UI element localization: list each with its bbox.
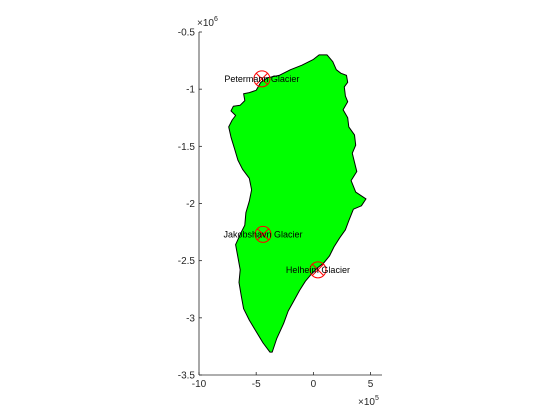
marker-cross (311, 263, 324, 276)
y-tick-label: -1.5 (178, 142, 196, 153)
glacier-marker (309, 261, 327, 279)
glacier-markers (253, 70, 327, 279)
marker-cross (255, 72, 268, 85)
y-axis-ticks: -3.5 -3 -2.5 -2 -1.5 -1 -0.5 (178, 28, 202, 382)
glacier-labels: Petermann Glacier Jakobshavn Glacier Helhe… (224, 74, 350, 275)
glacier-label: Jakobshavn Glacier (224, 229, 303, 239)
x-tick-label: 5 (368, 379, 374, 390)
marker-circle (309, 261, 327, 279)
y-exponent-power: 6 (214, 16, 218, 23)
marker-circle (253, 70, 271, 88)
y-tick-label: -3 (186, 313, 195, 324)
y-tick-label: -0.5 (178, 28, 196, 39)
y-tick-label: -3.5 (178, 371, 196, 382)
map-axes: Petermann Glacier Jakobshavn Glacier Helhe… (178, 16, 382, 408)
glacier-label: Petermann Glacier (224, 74, 299, 84)
marker-circle (254, 225, 272, 243)
greenland-landmass (228, 54, 367, 353)
y-exponent-base: ×10 (197, 18, 214, 29)
x-exponent-power: 5 (375, 395, 379, 402)
y-tick-label: -1 (186, 85, 195, 96)
glacier-marker (254, 225, 272, 243)
x-tick-label: -5 (252, 379, 261, 390)
x-tick-label: 0 (311, 379, 317, 390)
glacier-label: Helheim Glacier (286, 265, 350, 275)
y-axis-exponent: ×106 (197, 16, 218, 29)
y-tick-label: -2.5 (178, 256, 196, 267)
marker-cross (257, 228, 270, 241)
y-tick-label: -2 (186, 199, 195, 210)
map-layer (228, 54, 367, 353)
x-axis-ticks: -10 -5 0 5 (192, 372, 374, 390)
glacier-marker (253, 70, 271, 88)
x-tick-label: -10 (192, 379, 207, 390)
x-exponent-base: ×10 (358, 397, 375, 408)
x-axis-exponent: ×105 (358, 395, 379, 408)
